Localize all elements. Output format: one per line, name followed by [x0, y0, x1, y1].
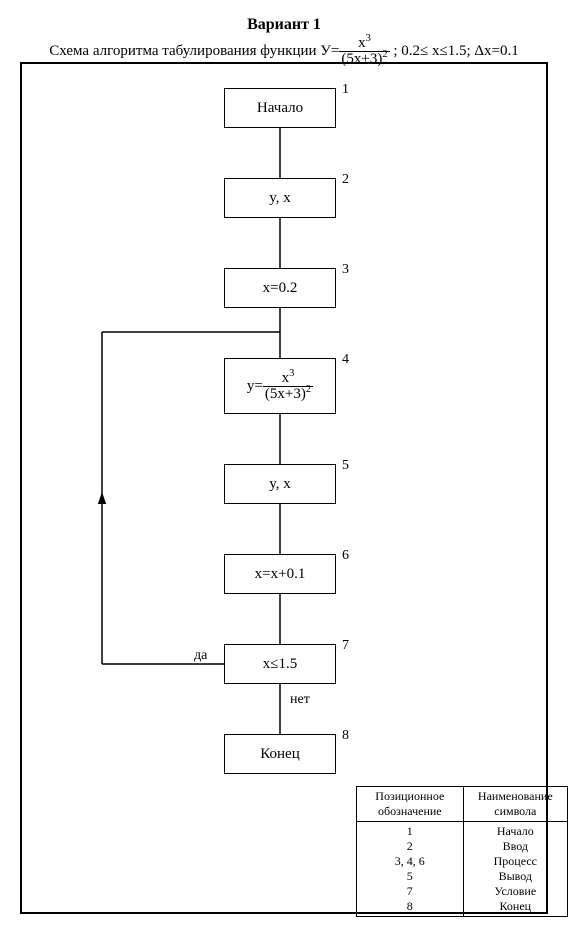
node-number-1: 1	[342, 82, 349, 98]
title-main: Вариант 1	[247, 16, 321, 33]
node-number-8: 8	[342, 728, 349, 744]
flow-node-5: y, x	[224, 464, 336, 504]
edge-label-yes: да	[194, 648, 207, 664]
legend-header-1: Наименование символа	[463, 787, 567, 822]
legend-table: Позиционное обозначениеНаименование симв…	[356, 786, 568, 917]
flow-node-1: Начало	[224, 88, 336, 128]
flow-node-8: Конец	[224, 734, 336, 774]
legend-header-0: Позиционное обозначение	[357, 787, 464, 822]
flow-node-4: y=x3(5x+3)2	[224, 358, 336, 414]
node-number-7: 7	[342, 638, 349, 654]
title-block: Вариант 1 Схема алгоритма табулирования …	[0, 16, 568, 67]
flow-node-6: x=x+0.1	[224, 554, 336, 594]
node-number-4: 4	[342, 352, 349, 368]
legend-col-1: НачалоВводПроцессВыводУсловиеКонец	[463, 822, 567, 917]
page: Вариант 1 Схема алгоритма табулирования …	[0, 0, 568, 934]
legend-col-0: 123, 4, 6578	[357, 822, 464, 917]
flow-node-2: y, x	[224, 178, 336, 218]
node-number-6: 6	[342, 548, 349, 564]
flow-node-3: x=0.2	[224, 268, 336, 308]
edge-label-no: нет	[290, 692, 310, 708]
node-number-2: 2	[342, 172, 349, 188]
flow-node-7: x≤1.5	[224, 644, 336, 684]
node-number-3: 3	[342, 262, 349, 278]
node-number-5: 5	[342, 458, 349, 474]
